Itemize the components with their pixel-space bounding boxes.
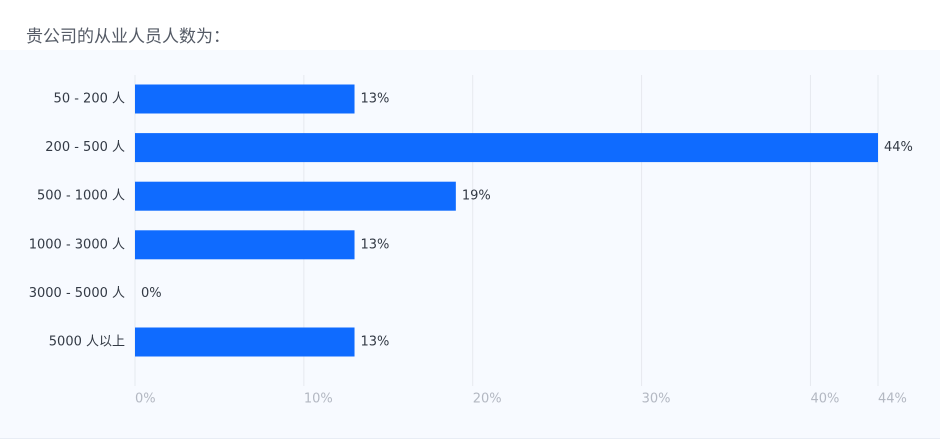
bar — [135, 327, 355, 357]
bar — [135, 181, 456, 211]
bar — [135, 133, 878, 163]
x-tick-label: 30% — [642, 392, 671, 407]
bar — [135, 84, 355, 114]
category-label: 50 - 200 人 — [54, 92, 125, 107]
value-labels: 13% 44% 19% 13% 0% 13% — [141, 92, 913, 350]
x-tick-label: 20% — [473, 392, 502, 407]
category-label: 500 - 1000 人 — [37, 189, 125, 204]
bar-chart: 50 - 200 人 200 - 500 人 500 - 1000 人 1000 - … — [29, 75, 913, 407]
x-tick-label: 40% — [810, 392, 839, 407]
bar — [135, 230, 355, 260]
category-labels: 50 - 200 人 200 - 500 人 500 - 1000 人 1000 - … — [29, 92, 125, 350]
category-label: 5000 人以上 — [49, 335, 125, 350]
question-title: 贵公司的从业人员人数为： — [26, 27, 230, 47]
category-label: 3000 - 5000 人 — [29, 286, 125, 301]
value-label: 13% — [361, 92, 390, 107]
value-label: 13% — [361, 237, 390, 252]
x-tick-label: 10% — [304, 392, 333, 407]
category-label: 1000 - 3000 人 — [29, 237, 125, 252]
value-label: 19% — [462, 189, 491, 204]
value-label: 13% — [361, 335, 390, 350]
x-axis-ticks: 0% 10% 20% 30% 40% 44% — [135, 392, 907, 407]
bars — [135, 84, 878, 357]
chart-panel: 50 - 200 人 200 - 500 人 500 - 1000 人 1000 - … — [0, 50, 940, 439]
x-tick-label: 44% — [878, 392, 907, 407]
value-label: 44% — [884, 140, 913, 155]
category-label: 200 - 500 人 — [45, 140, 125, 155]
x-tick-label: 0% — [135, 392, 156, 407]
value-label: 0% — [141, 286, 162, 301]
